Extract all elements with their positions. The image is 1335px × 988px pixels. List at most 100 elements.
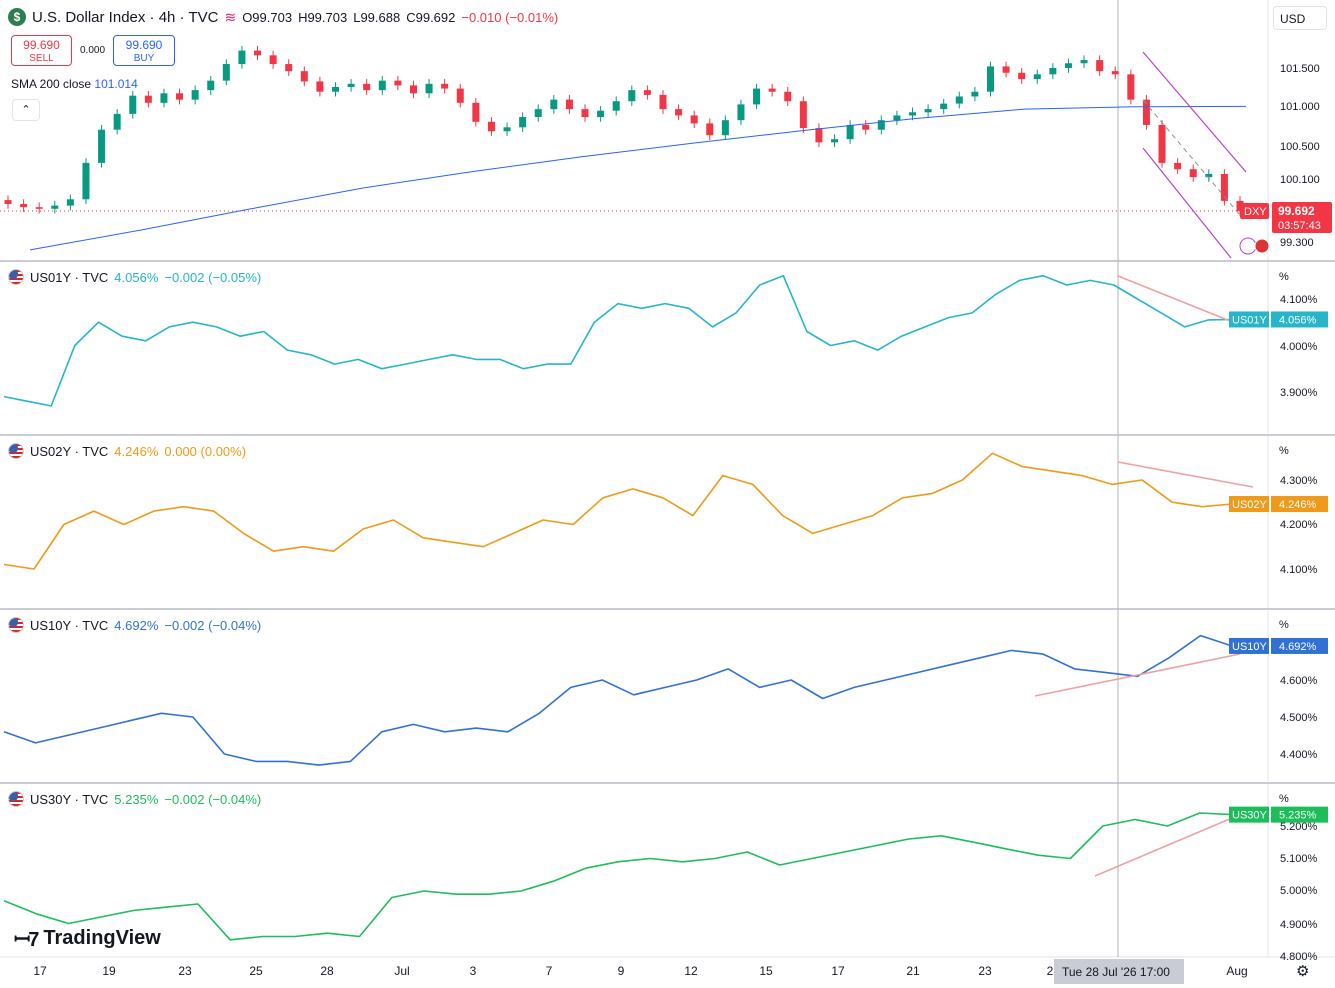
series-value-text: 4.246%	[1279, 499, 1317, 511]
pane-label[interactable]: US01Y · TVC	[30, 269, 109, 285]
us-flag-icon	[1254, 238, 1270, 254]
time-tick-label: 9	[618, 964, 625, 978]
candle-body	[238, 50, 246, 65]
candle-body	[924, 109, 932, 113]
pct-unit: %	[1279, 619, 1289, 631]
candle-body	[160, 93, 168, 103]
us-flag-icon	[8, 791, 24, 807]
candle-body	[675, 109, 683, 116]
pct-unit: %	[1279, 445, 1289, 457]
candle-body	[347, 83, 355, 87]
pane-header-us10y: US10Y · TVC 4.692% −0.002 (−0.04%)	[8, 617, 261, 633]
series-badge-text: US10Y	[1232, 641, 1268, 653]
time-tick-label: 23	[978, 964, 992, 978]
candle-body	[331, 86, 339, 92]
time-tick-label: 2	[1047, 964, 1054, 978]
series-value-tag	[1271, 637, 1328, 654]
trendline	[1117, 461, 1254, 488]
series-value-tag	[1271, 496, 1328, 513]
brand-name: TradingView	[43, 927, 161, 949]
buy-label: BUY	[133, 53, 155, 64]
candle-body	[721, 120, 729, 136]
pane-change: −0.002 (−0.04%)	[164, 791, 262, 807]
candle-body	[877, 120, 885, 130]
symbol-title[interactable]: U.S. Dollar Index · 4h · TVC	[32, 8, 219, 26]
ohlc-low: L99.688	[353, 9, 401, 25]
candle-body	[612, 101, 620, 111]
candle-body	[768, 88, 776, 92]
channel-lower	[1142, 147, 1232, 259]
price-tick-label: 5.100%	[1280, 853, 1318, 865]
candle-body	[846, 124, 854, 140]
gear-icon[interactable]: ⚙	[1296, 963, 1310, 980]
pane-change: 0.000 (0.00%)	[164, 443, 247, 459]
candle-body	[628, 90, 636, 102]
price-tick-label: 4.600%	[1280, 675, 1318, 687]
price-tick-label: 4.500%	[1280, 712, 1318, 724]
pane-label[interactable]: US02Y · TVC	[30, 443, 109, 459]
buy-button[interactable]: 99.690 BUY	[113, 35, 175, 66]
spread-value: 0.000	[79, 45, 106, 56]
pane-header-us01y: US01Y · TVC 4.056% −0.002 (−0.05%)	[8, 269, 261, 285]
pane-change: −0.002 (−0.05%)	[164, 269, 262, 285]
price-tag-value: 99.692	[1278, 204, 1315, 218]
candle-body	[487, 121, 495, 132]
pane-value: 4.056%	[114, 269, 159, 285]
candle-body	[254, 50, 262, 56]
trendline	[1034, 653, 1241, 697]
candle-body	[737, 104, 745, 121]
candle-body	[82, 162, 90, 200]
price-tick-label: 4.900%	[1280, 919, 1318, 931]
trendline	[1117, 275, 1231, 322]
pane-label[interactable]: US10Y · TVC	[30, 617, 109, 633]
candle-body	[285, 64, 293, 72]
buy-price: 99.690	[125, 38, 163, 52]
candle-body	[1205, 173, 1213, 178]
trendline	[1094, 817, 1233, 877]
price-tag	[1272, 201, 1332, 233]
sell-button[interactable]: 99.690 SELL	[11, 35, 72, 66]
pane-header-us02y: US02Y · TVC 4.246% 0.000 (0.00%)	[8, 443, 246, 459]
candle-body	[425, 83, 433, 94]
ohlc-change: −0.010 (−0.01%)	[461, 9, 559, 25]
candle-body	[1033, 74, 1041, 80]
candle-body	[986, 66, 994, 92]
us-flag-icon	[8, 617, 24, 633]
currency-select[interactable]: USD	[1273, 6, 1327, 30]
price-tick-label: 4.100%	[1280, 294, 1318, 306]
candle-body	[753, 88, 761, 105]
candle-body	[456, 88, 464, 103]
time-tick-label: 19	[102, 964, 116, 978]
pane-value: 4.692%	[114, 617, 159, 633]
candle-body	[1002, 66, 1010, 73]
tradingview-logo[interactable]: ꟷ7 TradingView	[14, 925, 161, 952]
price-tick-label: 101.500	[1280, 63, 1320, 75]
candle-body	[519, 117, 527, 128]
price-tick-label: 101.000	[1280, 101, 1320, 113]
channel-upper	[1142, 51, 1247, 173]
tv-logo-icon: ꟷ7	[14, 929, 39, 951]
candle-body	[51, 205, 59, 209]
candle-body	[1096, 60, 1104, 72]
candle-body	[66, 199, 74, 206]
candle-body	[409, 85, 417, 94]
sell-label: SELL	[29, 53, 54, 64]
time-tick-label: 12	[684, 964, 698, 978]
series-badge	[1229, 496, 1269, 513]
pane-label[interactable]: US30Y · TVC	[30, 791, 109, 807]
candle-body	[316, 81, 324, 92]
candle-body	[1174, 162, 1182, 170]
pct-unit: %	[1279, 793, 1289, 805]
dxy-badge	[1240, 202, 1269, 219]
candle-body	[690, 115, 698, 124]
price-tick-label: 5.000%	[1280, 885, 1318, 897]
time-tick-label: 3	[470, 964, 477, 978]
chevron-up-icon[interactable]: ⌃	[12, 99, 40, 121]
series-badge-text: US02Y	[1232, 499, 1268, 511]
wave-icon[interactable]: ≋	[224, 8, 237, 25]
candle-body	[534, 109, 542, 118]
candle-body	[597, 110, 605, 118]
channel-mid	[1142, 99, 1241, 216]
sma-legend[interactable]: SMA 200 close 101.014	[11, 77, 138, 91]
